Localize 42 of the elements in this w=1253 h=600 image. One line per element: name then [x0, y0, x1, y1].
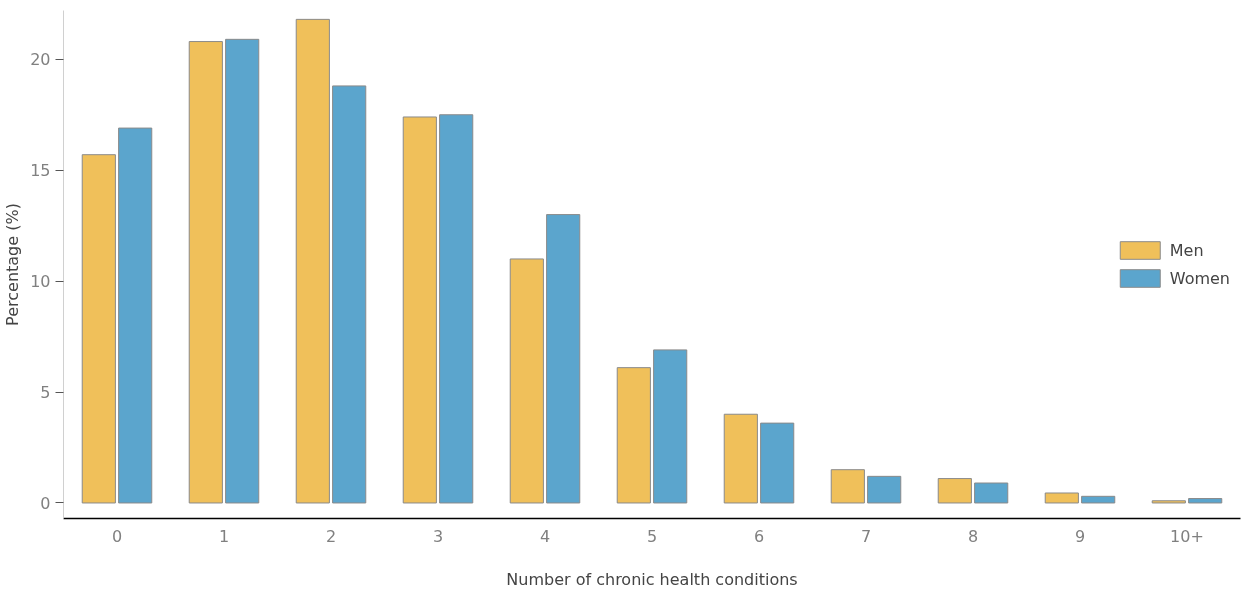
bar	[760, 422, 795, 504]
x-tick-label: 3	[432, 526, 444, 546]
x-tick-label: 1	[218, 526, 230, 546]
legend-label: Men	[1169, 240, 1204, 260]
x-tick-label: 8	[967, 526, 979, 546]
x-tick-label: 9	[1074, 526, 1086, 546]
bar	[1151, 500, 1186, 504]
x-tick-label: 7	[860, 526, 872, 546]
x-tick-label: 2	[325, 526, 337, 546]
bar	[653, 349, 688, 504]
bar	[118, 127, 153, 504]
bar	[402, 116, 437, 504]
bar	[509, 258, 544, 504]
x-tick-label: 6	[753, 526, 765, 546]
y-tick-label: 10	[30, 272, 51, 292]
bar	[830, 469, 865, 504]
bar	[937, 478, 972, 504]
bar	[1081, 495, 1116, 504]
y-tick-label: 0	[40, 493, 51, 513]
bar	[723, 413, 758, 504]
bar	[332, 85, 367, 504]
bar	[225, 38, 260, 504]
x-tick-label: 4	[539, 526, 551, 546]
y-axis-title: Percentage (%)	[3, 203, 23, 326]
bar	[81, 154, 116, 504]
bar	[546, 214, 581, 504]
bar	[867, 475, 902, 504]
y-tick-label: 20	[30, 50, 51, 70]
bar	[295, 18, 330, 504]
bar	[616, 367, 651, 504]
y-tick-label: 15	[30, 161, 51, 181]
bar	[1044, 492, 1079, 504]
y-tick-label: 5	[40, 383, 51, 403]
bar	[188, 41, 223, 504]
bar	[439, 114, 474, 504]
x-tick-label: 0	[111, 526, 123, 546]
bar	[1188, 498, 1223, 504]
x-tick-label: 10+	[1170, 526, 1204, 546]
x-axis-title: Number of chronic health conditions	[506, 569, 798, 589]
legend-label: Women	[1169, 268, 1230, 288]
x-tick-label: 5	[646, 526, 658, 546]
bar	[974, 482, 1009, 504]
